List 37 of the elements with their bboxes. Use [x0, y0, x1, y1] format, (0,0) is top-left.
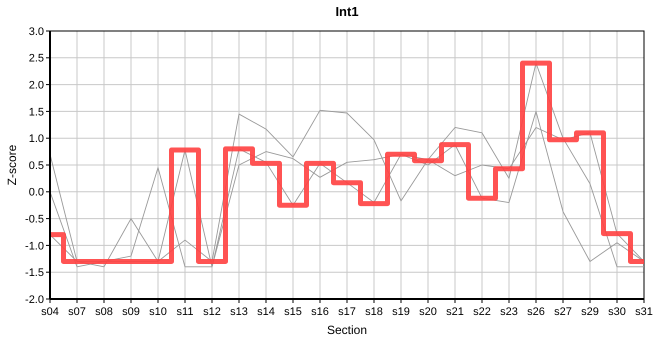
y-tick-label: -1.0 [25, 240, 44, 252]
x-tick-label: s30 [608, 306, 626, 318]
x-tick-label: s19 [392, 306, 410, 318]
x-tick-label: s15 [284, 306, 302, 318]
y-tick-label: 2.5 [28, 52, 44, 65]
x-tick-label: s07 [68, 306, 86, 318]
chart-title: Int1 [335, 4, 359, 19]
x-tick-label: s26 [527, 306, 545, 318]
x-tick-label: s22 [473, 306, 491, 318]
y-tick-label: -1.5 [25, 267, 44, 280]
x-tick-label: s18 [365, 306, 383, 318]
x-axis-title: Section [326, 323, 368, 337]
x-tick-label: s11 [176, 306, 194, 318]
x-tick-label: s08 [95, 306, 113, 318]
x-tick-label: s23 [500, 306, 518, 318]
y-tick-label: 1.5 [28, 106, 44, 118]
x-tick-label: s12 [203, 306, 221, 318]
y-tick-label: -0.5 [25, 213, 44, 226]
x-tick-label: s09 [122, 306, 140, 318]
x-tick-label: s21 [446, 306, 464, 318]
y-tick-label: -2.0 [25, 294, 44, 306]
x-tick-label: s13 [230, 306, 248, 318]
x-tick-label: s27 [554, 306, 572, 318]
y-axis-title: Z-score [5, 144, 19, 186]
y-tick-label: 1.0 [28, 133, 44, 146]
x-tick-label: s10 [149, 306, 167, 318]
y-tick-label: 0.0 [28, 186, 44, 199]
y-tick-label: 3.0 [28, 26, 44, 38]
x-tick-label: s04 [41, 306, 59, 318]
x-tick-label: s17 [338, 306, 356, 318]
x-tick-label: s16 [311, 306, 329, 318]
y-tick-label: 2.0 [28, 79, 44, 92]
x-tick-label: s20 [419, 306, 437, 318]
x-tick-label: s31 [635, 306, 653, 318]
x-tick-label: s29 [581, 306, 599, 318]
x-tick-label: s14 [257, 306, 275, 318]
y-tick-label: 0.5 [28, 160, 44, 172]
